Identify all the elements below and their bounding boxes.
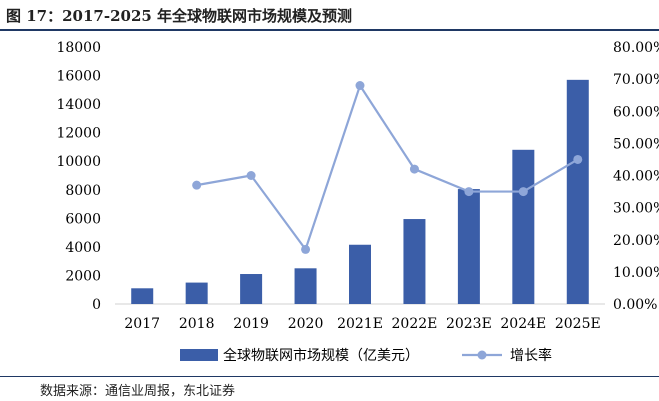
title-bar: 图 17：2017-2025 年全球物联网市场规模及预测 (0, 0, 659, 31)
x-tick-label: 2021E (337, 316, 383, 332)
bar (457, 189, 480, 304)
legend-bar-label: 全球物联网市场规模（亿美元） (223, 347, 419, 364)
growth-rate-point (464, 187, 474, 197)
growth-rate-point (192, 180, 202, 190)
bottom-rule (0, 376, 659, 377)
x-tick-label: 2025E (555, 316, 601, 332)
y-left-tick-label: 0 (92, 297, 101, 313)
bar (294, 268, 317, 304)
growth-rate-point (355, 81, 365, 91)
growth-rate-point (518, 187, 528, 197)
source-note: 数据来源：通信业周报，东北证券 (40, 384, 236, 399)
legend-bar-swatch (180, 349, 218, 361)
x-tick-label: 2017 (124, 316, 160, 332)
y-left-tick-label: 12000 (56, 126, 101, 142)
y-right-tick-label: 40.00% (613, 169, 659, 185)
bar (349, 244, 371, 304)
y-left-tick-label: 10000 (56, 154, 101, 170)
growth-rate-point (573, 154, 583, 164)
x-tick-label: 2023E (446, 316, 492, 332)
y-left-tick-label: 8000 (65, 183, 101, 199)
y-left-tick-label: 16000 (56, 69, 101, 85)
y-right-tick-label: 30.00% (613, 201, 659, 217)
x-tick-label: 2019 (233, 316, 269, 332)
y-left-tick-label: 14000 (56, 97, 101, 113)
y-left-tick-label: 4000 (65, 240, 101, 256)
y-right-tick-label: 0.00% (613, 297, 657, 313)
growth-rate-point (301, 244, 311, 254)
y-right-tick-label: 50.00% (613, 136, 659, 152)
y-right-tick-label: 20.00% (613, 233, 659, 249)
y-left-tick-label: 18000 (56, 40, 101, 56)
chart: 0 2000 4000 6000 8000 10000 12000 14000 16000 180… (56, 40, 659, 364)
y-right-tick-label: 60.00% (613, 104, 659, 120)
x-tick-label: 2018 (179, 316, 215, 332)
y-right-tick-label: 70.00% (613, 72, 659, 88)
bar (512, 149, 535, 304)
bar (131, 288, 154, 304)
figure-title: 图 17：2017-2025 年全球物联网市场规模及预测 (6, 7, 353, 25)
bar (185, 282, 208, 304)
x-tick-label: 2024E (500, 316, 546, 332)
x-tick-label: 2022E (392, 316, 438, 332)
legend-line-marker (477, 350, 487, 360)
x-tick-label: 2020 (288, 316, 324, 332)
growth-rate-line (196, 83, 579, 252)
y-right-tick-label: 10.00% (613, 265, 659, 281)
growth-rate-point (246, 171, 256, 180)
y-left-tick-label: 2000 (65, 268, 101, 284)
y-left-tick-label: 6000 (65, 211, 101, 227)
title-rule (0, 29, 659, 31)
y-right-tick-label: 80.00% (613, 40, 659, 56)
bar (566, 79, 589, 304)
legend-line-label: 增长率 (510, 347, 552, 364)
bar (240, 274, 263, 304)
bar (403, 219, 426, 304)
growth-rate-point (409, 164, 419, 174)
